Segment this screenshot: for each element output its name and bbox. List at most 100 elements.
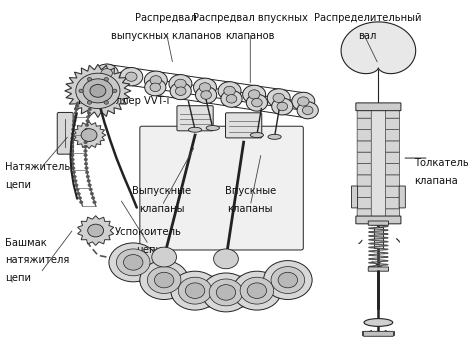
Circle shape [117, 249, 150, 276]
FancyBboxPatch shape [357, 118, 371, 130]
Circle shape [74, 184, 78, 187]
Text: клапаны: клапаны [139, 204, 185, 214]
FancyBboxPatch shape [357, 107, 371, 118]
FancyBboxPatch shape [385, 141, 400, 152]
Circle shape [264, 261, 312, 300]
Text: натяжителя: натяжителя [5, 255, 70, 265]
Circle shape [84, 149, 87, 152]
Ellipse shape [145, 71, 167, 89]
Text: выпускных клапанов: выпускных клапанов [111, 31, 222, 41]
Circle shape [85, 166, 88, 169]
Circle shape [90, 102, 93, 105]
Ellipse shape [169, 75, 192, 93]
Circle shape [76, 188, 79, 191]
Circle shape [85, 124, 89, 127]
Ellipse shape [221, 90, 242, 107]
Circle shape [87, 180, 91, 182]
FancyBboxPatch shape [357, 152, 371, 164]
Ellipse shape [218, 82, 241, 100]
Ellipse shape [248, 90, 260, 99]
FancyBboxPatch shape [385, 152, 400, 164]
Circle shape [84, 137, 88, 140]
FancyBboxPatch shape [385, 197, 400, 209]
FancyBboxPatch shape [357, 130, 371, 141]
Circle shape [71, 137, 74, 140]
Circle shape [88, 184, 91, 187]
Ellipse shape [268, 134, 281, 139]
Ellipse shape [150, 76, 162, 85]
FancyBboxPatch shape [399, 186, 405, 208]
Circle shape [75, 105, 79, 108]
Circle shape [112, 89, 117, 93]
Circle shape [76, 73, 120, 109]
Text: Натяжитель: Натяжитель [5, 162, 70, 171]
Circle shape [247, 283, 266, 299]
Ellipse shape [272, 98, 293, 115]
Circle shape [84, 145, 87, 148]
Circle shape [86, 115, 90, 118]
Polygon shape [370, 107, 386, 220]
Circle shape [85, 128, 88, 131]
Ellipse shape [175, 87, 186, 95]
FancyBboxPatch shape [351, 186, 357, 208]
Circle shape [216, 285, 236, 300]
Text: клапанов: клапанов [226, 31, 275, 41]
FancyBboxPatch shape [385, 130, 400, 141]
Ellipse shape [364, 318, 393, 326]
FancyBboxPatch shape [357, 141, 371, 152]
Circle shape [93, 201, 96, 204]
Ellipse shape [101, 69, 112, 78]
Circle shape [109, 243, 157, 282]
Ellipse shape [246, 94, 267, 111]
Circle shape [72, 128, 75, 131]
FancyBboxPatch shape [177, 106, 213, 131]
FancyBboxPatch shape [385, 209, 400, 220]
Circle shape [240, 277, 273, 304]
Circle shape [81, 129, 97, 141]
Circle shape [86, 175, 90, 178]
Circle shape [72, 124, 75, 127]
Circle shape [74, 111, 77, 114]
Ellipse shape [226, 94, 237, 103]
Circle shape [84, 154, 87, 157]
Ellipse shape [298, 97, 309, 106]
Circle shape [71, 162, 74, 165]
Polygon shape [341, 22, 416, 73]
Ellipse shape [243, 85, 265, 104]
Text: цепи: цепи [136, 245, 162, 255]
Ellipse shape [277, 102, 288, 111]
Circle shape [91, 197, 95, 200]
Text: Успокоитель: Успокоитель [115, 227, 182, 237]
Circle shape [87, 101, 91, 104]
FancyBboxPatch shape [385, 163, 400, 175]
Circle shape [87, 77, 91, 81]
Ellipse shape [252, 98, 262, 107]
Ellipse shape [189, 127, 201, 132]
FancyBboxPatch shape [357, 209, 371, 220]
Circle shape [152, 247, 176, 267]
Ellipse shape [224, 86, 235, 95]
Circle shape [73, 180, 77, 182]
Polygon shape [72, 122, 106, 148]
Ellipse shape [292, 92, 315, 111]
Circle shape [84, 141, 87, 144]
Circle shape [104, 101, 109, 104]
Circle shape [124, 255, 143, 270]
Text: клапаны: клапаны [228, 204, 273, 214]
FancyBboxPatch shape [356, 103, 401, 111]
Circle shape [84, 158, 88, 161]
Circle shape [71, 154, 74, 157]
Circle shape [271, 267, 305, 294]
Polygon shape [65, 64, 131, 118]
Circle shape [71, 158, 74, 161]
FancyBboxPatch shape [357, 175, 371, 186]
Circle shape [72, 171, 76, 174]
Circle shape [85, 171, 89, 174]
Circle shape [87, 111, 91, 114]
Circle shape [90, 84, 106, 97]
Text: Впускные: Впускные [225, 186, 276, 196]
FancyBboxPatch shape [357, 163, 371, 175]
Circle shape [104, 77, 109, 81]
Circle shape [155, 272, 174, 288]
FancyBboxPatch shape [385, 186, 400, 197]
